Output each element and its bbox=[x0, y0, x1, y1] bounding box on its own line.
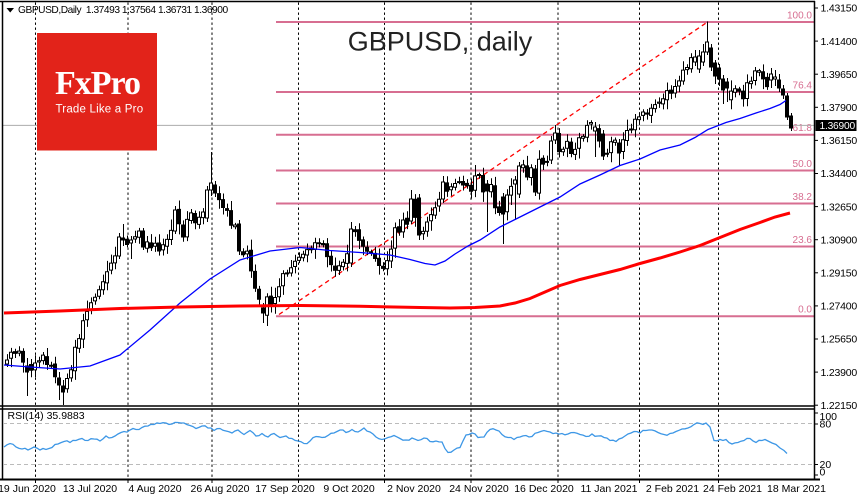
svg-text:13 Jul 2020: 13 Jul 2020 bbox=[63, 483, 117, 495]
svg-text:18 Mar 2021: 18 Mar 2021 bbox=[767, 483, 826, 495]
svg-text:1.27400: 1.27400 bbox=[821, 301, 858, 313]
svg-text:2 Nov 2020: 2 Nov 2020 bbox=[387, 483, 441, 495]
svg-text:1.29150: 1.29150 bbox=[821, 268, 858, 280]
svg-text:19 Jun 2020: 19 Jun 2020 bbox=[0, 483, 56, 495]
svg-text:17 Sep 2020: 17 Sep 2020 bbox=[255, 483, 315, 495]
svg-text:50.0: 50.0 bbox=[793, 159, 813, 170]
svg-text:1.39650: 1.39650 bbox=[821, 69, 858, 81]
svg-text:Trade Like a Pro: Trade Like a Pro bbox=[56, 104, 144, 116]
svg-text:16 Dec 2020: 16 Dec 2020 bbox=[514, 483, 574, 495]
svg-text:20: 20 bbox=[820, 459, 832, 471]
svg-text:1.23900: 1.23900 bbox=[821, 367, 858, 379]
svg-text:61.8: 61.8 bbox=[793, 123, 813, 134]
svg-text:1.25650: 1.25650 bbox=[821, 334, 858, 346]
svg-text:100.0: 100.0 bbox=[787, 11, 812, 22]
svg-text:1.32650: 1.32650 bbox=[821, 201, 858, 213]
svg-text:100: 100 bbox=[820, 411, 838, 423]
svg-text:1.34400: 1.34400 bbox=[821, 168, 858, 180]
svg-text:2 Feb 2021: 2 Feb 2021 bbox=[646, 483, 699, 495]
svg-text:0: 0 bbox=[820, 466, 826, 478]
svg-text:1.36150: 1.36150 bbox=[821, 135, 858, 147]
svg-text:FxPro: FxPro bbox=[55, 65, 140, 102]
svg-text:1.22150: 1.22150 bbox=[821, 400, 858, 412]
svg-text:23.6: 23.6 bbox=[793, 235, 813, 246]
svg-text:26 Aug 2020: 26 Aug 2020 bbox=[191, 483, 250, 495]
svg-text:1.41400: 1.41400 bbox=[821, 36, 858, 48]
svg-text:1.30900: 1.30900 bbox=[821, 234, 858, 246]
svg-text:1.36900: 1.36900 bbox=[820, 121, 856, 132]
svg-text:1.43150: 1.43150 bbox=[821, 3, 858, 15]
svg-text:GBPUSD, daily: GBPUSD, daily bbox=[348, 27, 533, 57]
svg-text:0.0: 0.0 bbox=[798, 305, 812, 316]
svg-text:GBPUSD,Daily 1.37493 1.37564: GBPUSD,Daily 1.37493 1.37564 1.36731 1.3… bbox=[18, 5, 228, 16]
svg-text:76.4: 76.4 bbox=[793, 81, 813, 92]
svg-text:9 Oct 2020: 9 Oct 2020 bbox=[323, 483, 375, 495]
svg-text:80: 80 bbox=[820, 419, 832, 431]
svg-text:24 Nov 2020: 24 Nov 2020 bbox=[449, 483, 509, 495]
svg-text:38.2: 38.2 bbox=[793, 192, 813, 203]
svg-text:4 Aug 2020: 4 Aug 2020 bbox=[128, 483, 181, 495]
svg-text:24 Feb 2021: 24 Feb 2021 bbox=[703, 483, 762, 495]
svg-text:RSI(14) 35.9883: RSI(14) 35.9883 bbox=[8, 410, 85, 422]
svg-text:11 Jan 2021: 11 Jan 2021 bbox=[580, 483, 637, 495]
svg-text:1.37900: 1.37900 bbox=[821, 102, 858, 114]
